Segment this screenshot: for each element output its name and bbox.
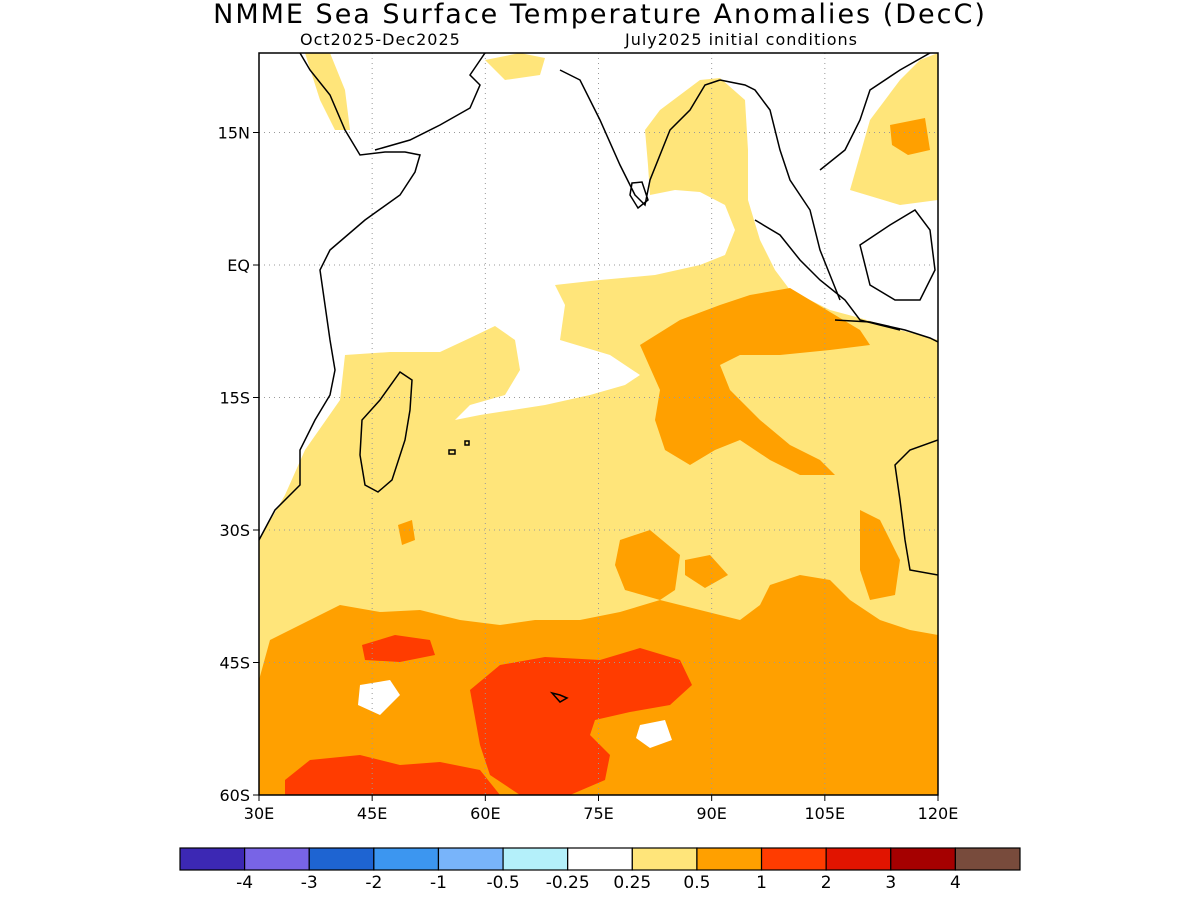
colorbar-label: 0.25 [613,873,651,893]
colorbar [179,847,1021,871]
kerguelen-coastline [549,691,569,703]
lat-tick-label: 30S [219,521,250,540]
colorbar-swatch [825,847,892,871]
colorbar-label: 1 [756,873,767,893]
colorbar-swatch [760,847,827,871]
land-outlines [259,53,938,703]
mascarene-islands [448,440,470,455]
lon-tick-label: 120E [918,804,959,823]
sri-lanka-coastline [629,181,649,210]
anomaly-region-1-small [362,635,435,662]
australia-coastline [894,439,938,576]
africa-coastline [259,53,421,541]
lat-tick-label: 15S [219,389,250,408]
page-title: NMME Sea Surface Temperature Anomalies (… [213,0,987,30]
colorbar-label: 3 [885,873,896,893]
colorbar-label: 4 [950,873,961,893]
lon-tick-label: 60E [470,804,500,823]
colorbar-labels: -4 -3 -2 -1 -0.5 -0.25 0.25 0.5 1 2 3 4 [236,873,961,893]
lon-tick-label: 45E [357,804,387,823]
lon-tick-label: 105E [805,804,846,823]
colorbar-swatch [631,847,698,871]
colorbar-label: 0.5 [683,873,710,893]
anomaly-region-05-aus [860,510,900,600]
anomaly-region-05-small [398,520,415,545]
anomaly-region-1-west [285,755,500,795]
map-frame [258,52,939,796]
colorbar-swatch [954,847,1021,871]
lon-tick-label: 75E [583,804,613,823]
neutral-region-1 [358,680,400,715]
colorbar-swatch [502,847,569,871]
colorbar-label: -3 [301,873,318,893]
lat-tick-label: 45S [219,654,250,673]
colorbar-swatch [244,847,310,871]
colorbar-label: -4 [236,873,253,893]
java-coastline [834,319,938,343]
longitude-axis-labels: 30E 45E 60E 75E 90E 105E 120E [244,804,959,823]
colorbar-swatch [890,847,956,871]
indochina-coastline [819,53,931,171]
anomaly-region-05-ne [890,118,930,155]
anomaly-region-1 [470,648,692,795]
arabia-coastline [374,53,486,151]
colorbar-swatch [179,847,246,871]
anomaly-fields [259,53,938,795]
anomaly-region-025-ns [485,53,545,80]
india-coastline [559,69,721,207]
madagascar-coastline [359,370,413,493]
lat-tick-label: EQ [227,256,250,275]
forecast-period: Oct2025-Dec2025 [300,30,461,49]
anomaly-region-05-dot [685,555,728,588]
lat-tick-label: 15N [218,124,250,143]
borneo-coastline [859,209,936,301]
colorbar-swatch [308,847,375,871]
colorbar-label: -2 [365,873,382,893]
lon-tick-label: 90E [696,804,726,823]
colorbar-label: 2 [821,873,832,893]
colorbar-label: -1 [430,873,447,893]
bay-of-bengal-coastline [719,79,841,301]
colorbar-swatch [696,847,763,871]
colorbar-label: -0.5 [486,873,519,893]
colorbar-swatch [373,847,440,871]
colorbar-swatch [567,847,633,871]
latitude-axis-labels: 15N EQ 15S 30S 45S 60S [218,124,250,806]
neutral-region-2 [636,720,672,748]
anomaly-region-05-mid [615,530,680,600]
lon-tick-label: 30E [244,804,274,823]
anomaly-region-05-east [640,288,870,475]
colorbar-swatch [437,847,504,871]
initial-conditions: July2025 initial conditions [625,30,858,49]
colorbar-label: -0.25 [546,873,590,893]
lat-tick-label: 60S [219,786,250,805]
